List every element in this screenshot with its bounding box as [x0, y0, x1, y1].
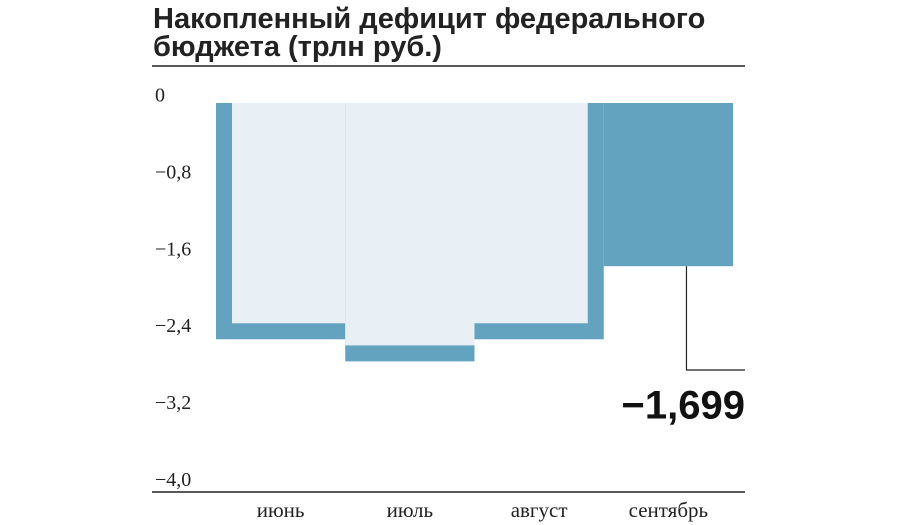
- bar: [603, 103, 733, 267]
- area-fill: [232, 103, 346, 324]
- y-tick-label: 0: [155, 85, 165, 107]
- area-fill: [474, 103, 588, 324]
- x-tick-label: сентябрь: [629, 498, 708, 522]
- area-fill: [345, 103, 475, 346]
- leader-line: [685, 266, 745, 371]
- y-tick-label: −0,8: [155, 161, 191, 183]
- x-tick-label: июнь: [257, 498, 305, 522]
- y-tick-label: −4,0: [155, 469, 191, 491]
- y-tick-label: −1,6: [155, 238, 191, 260]
- x-tick-label: август: [511, 498, 568, 522]
- chart-title: бюджета (трлн руб.): [153, 31, 442, 63]
- chart-title: Накопленный дефицит федерального: [153, 3, 705, 35]
- y-tick-label: −2,4: [155, 315, 191, 337]
- value-label: −1,699: [622, 384, 745, 428]
- y-tick-label: −3,2: [155, 392, 191, 414]
- x-tick-label: июль: [387, 498, 433, 522]
